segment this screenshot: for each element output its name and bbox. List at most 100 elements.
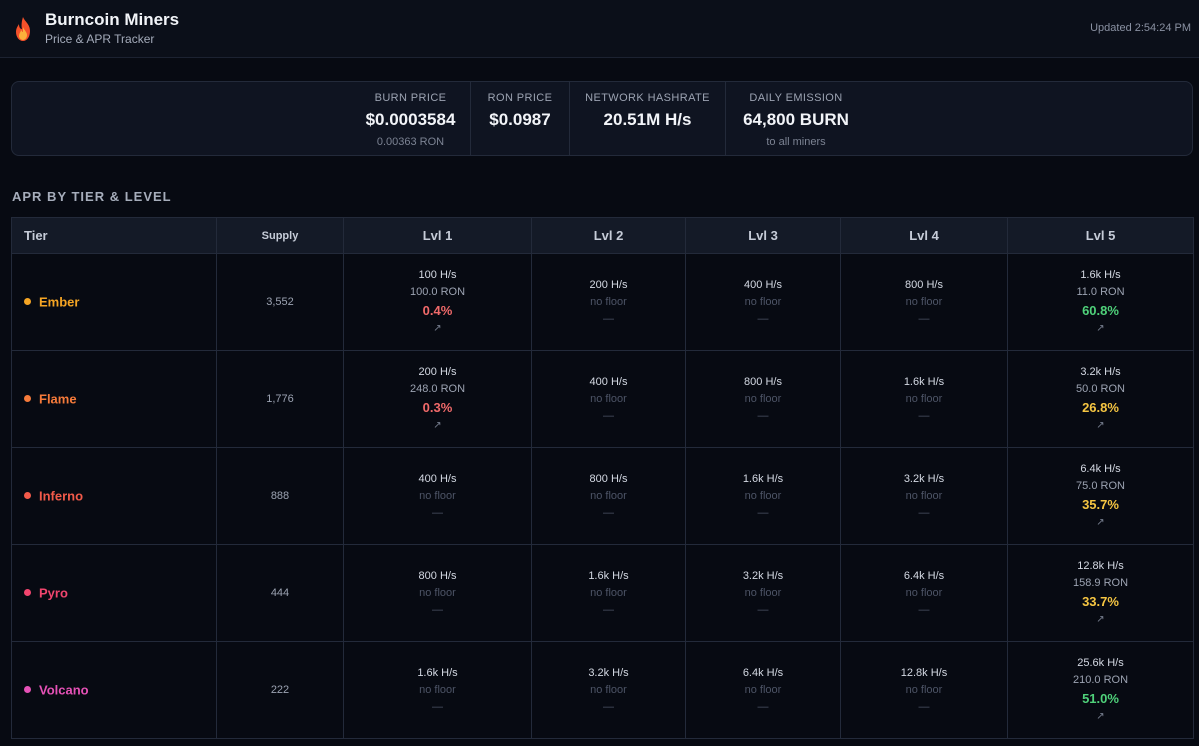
level-cell[interactable]: 3.2k H/s 50.0 RON 26.8% ↗ [1007,350,1194,448]
level-cell: 1.6k H/s no floor — [343,641,532,739]
level-cell[interactable]: 100 H/s 100.0 RON 0.4% ↗ [343,253,532,351]
table-row: Ember 3,552 100 H/s 100.0 RON 0.4% ↗ 200 H/s no… [11,253,1194,351]
arrow-up-right-icon[interactable]: ↗ [1096,323,1105,334]
level-cell: 3.2k H/s no floor — [531,641,686,739]
app-header: Burncoin Miners Price & APR Tracker Upda… [0,0,1199,58]
tier-cell: Ember [11,253,217,351]
tier-dot-icon [24,589,31,597]
tier-name: Pyro [39,585,68,601]
no-floor-label: no floor [905,392,943,405]
column-header-lvl-3: Lvl 3 [685,217,841,254]
level-cell: 1.6k H/s no floor — [840,350,1008,448]
stat-daily-emission: DAILY EMISSION 64,800 BURN to all miners [726,82,866,155]
no-floor-label: no floor [905,683,943,696]
no-floor-label: no floor [744,586,782,599]
column-header-lvl-5: Lvl 5 [1007,217,1194,254]
no-floor-label: no floor [419,489,456,502]
level-cell: 800 H/s no floor — [531,447,686,545]
empty-apr-dash: — [432,506,443,519]
level-cell[interactable]: 6.4k H/s 75.0 RON 35.7% ↗ [1007,447,1194,545]
hashrate-value: 6.4k H/s [742,666,784,679]
tier-dot-icon [24,686,31,694]
hashrate-value: 12.8k H/s [900,666,948,679]
apr-value: 35.7% [1082,497,1119,512]
hashrate-value: 800 H/s [905,278,943,291]
empty-apr-dash: — [432,700,443,713]
hashrate-value: 3.2k H/s [1080,366,1121,378]
hashrate-value: 25.6k H/s [1077,657,1124,669]
tier-dot-icon [24,395,31,403]
empty-apr-dash: — [757,603,769,616]
stat-label: BURN PRICE [374,92,447,104]
arrow-up-right-icon[interactable]: ↗ [1096,517,1105,528]
hashrate-value: 400 H/s [418,472,457,485]
level-cell[interactable]: 25.6k H/s 210.0 RON 51.0% ↗ [1007,641,1194,739]
empty-apr-dash: — [432,603,443,616]
level-cell[interactable]: 12.8k H/s 158.9 RON 33.7% ↗ [1007,544,1194,642]
empty-apr-dash: — [918,312,930,325]
empty-apr-dash: — [603,603,614,616]
hashrate-value: 3.2k H/s [742,569,784,582]
empty-apr-dash: — [757,409,769,422]
level-cell[interactable]: 1.6k H/s 11.0 RON 60.8% ↗ [1007,253,1194,351]
no-floor-label: no floor [419,586,456,599]
tier-name: Volcano [39,682,89,698]
empty-apr-dash: — [603,506,614,519]
table-row: Pyro 444 800 H/s no floor — 1.6k H/s no floor —… [11,544,1194,642]
level-cell: 3.2k H/s no floor — [840,447,1008,545]
apr-value: 0.4% [422,303,453,318]
fire-icon [16,17,30,41]
no-floor-label: no floor [905,489,943,502]
empty-apr-dash: — [918,700,930,713]
hashrate-value: 3.2k H/s [903,472,945,485]
tier-cell: Inferno [11,447,217,545]
no-floor-label: no floor [905,586,943,599]
column-header-tier: Tier [11,217,217,254]
arrow-up-right-icon[interactable]: ↗ [1096,420,1105,431]
hashrate-value: 1.6k H/s [588,569,629,582]
hashrate-value: 800 H/s [589,472,628,485]
tier-cell: Pyro [11,544,217,642]
empty-apr-dash: — [603,700,614,713]
empty-apr-dash: — [918,603,930,616]
level-cell: 1.6k H/s no floor — [531,544,686,642]
supply-cell: 888 [216,447,344,545]
section-title: APR BY TIER & LEVEL [12,189,172,204]
level-cell: 400 H/s no floor — [531,350,686,448]
tier-name: Inferno [39,488,84,504]
level-cell: 800 H/s no floor — [685,350,841,448]
supply-cell: 3,552 [216,253,344,351]
empty-apr-dash: — [757,312,769,325]
level-cell: 3.2k H/s no floor — [685,544,841,642]
arrow-up-right-icon[interactable]: ↗ [433,323,442,334]
hashrate-value: 400 H/s [589,375,628,388]
arrow-up-right-icon[interactable]: ↗ [1096,711,1105,722]
no-floor-label: no floor [590,489,627,502]
tier-dot-icon [24,298,31,306]
no-floor-label: no floor [744,489,782,502]
arrow-up-right-icon[interactable]: ↗ [1096,614,1105,625]
stat-value: $0.0987 [489,110,551,129]
tier-name: Flame [39,391,77,407]
column-header-lvl-4: Lvl 4 [840,217,1008,254]
level-cell: 800 H/s no floor — [840,253,1008,351]
hashrate-value: 400 H/s [744,278,782,291]
hashrate-value: 100 H/s [418,269,457,281]
floor-price: 100.0 RON [409,286,466,298]
stat-burn-price: BURN PRICE $0.0003584 0.00363 RON [351,82,470,155]
hashrate-value: 200 H/s [589,278,628,291]
tier-name: Ember [39,294,80,310]
apr-value: 26.8% [1082,400,1119,415]
hashrate-value: 800 H/s [744,375,782,388]
floor-price: 11.0 RON [1076,286,1125,298]
arrow-up-right-icon[interactable]: ↗ [433,420,442,431]
level-cell[interactable]: 200 H/s 248.0 RON 0.3% ↗ [343,350,532,448]
apr-value: 0.3% [422,400,453,415]
hashrate-value: 1.6k H/s [1080,269,1121,281]
supply-cell: 444 [216,544,344,642]
hashrate-value: 800 H/s [418,569,457,582]
empty-apr-dash: — [757,506,769,519]
no-floor-label: no floor [590,295,627,308]
app-title: Burncoin Miners [45,10,180,29]
table-row: Volcano 222 1.6k H/s no floor — 3.2k H/s no fl… [11,641,1194,739]
